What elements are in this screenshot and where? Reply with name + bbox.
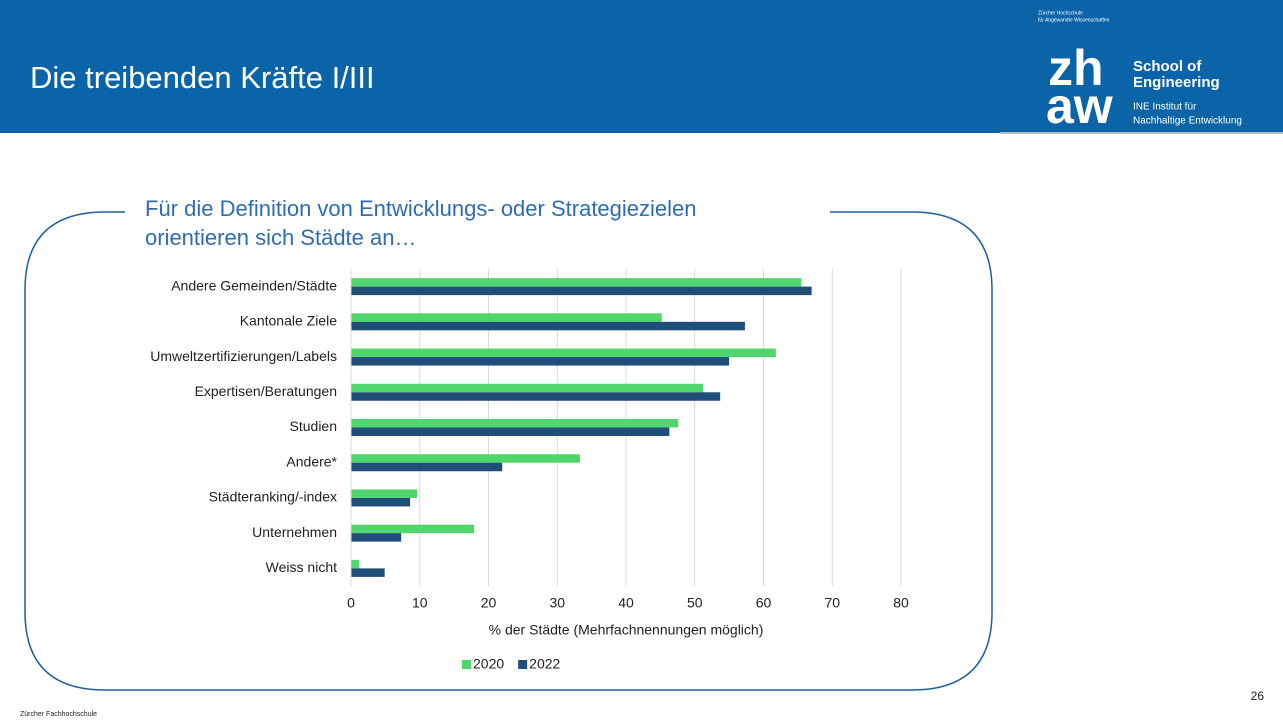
y-tick-label: Kantonale Ziele <box>240 313 338 329</box>
x-tick-label: 10 <box>412 595 428 611</box>
legend-swatch <box>462 660 471 669</box>
bar <box>351 489 417 498</box>
slide-title: Die treibenden Kräfte I/III <box>30 60 375 95</box>
x-tick-label: 60 <box>756 595 772 611</box>
logo: zh <box>1048 40 1104 96</box>
chart-title: Für die Definition von Entwicklungs- ode… <box>145 196 697 221</box>
footer-text: Zürcher Fachhochschule <box>20 711 97 718</box>
y-tick-label: Studien <box>290 418 337 434</box>
bar <box>351 497 411 507</box>
bar <box>351 533 402 542</box>
header-band <box>0 0 1283 133</box>
x-axis-label: % der Städte (Mehrfachnennungen möglich) <box>489 622 764 638</box>
bar <box>351 524 475 534</box>
legend-swatch <box>518 660 528 669</box>
x-tick-label: 70 <box>824 595 840 611</box>
y-tick-label: Unternehmen <box>252 524 337 540</box>
bar <box>351 559 360 569</box>
institution: für Angewandte Wissenschaften <box>1038 17 1110 23</box>
bar <box>351 427 670 436</box>
bar <box>351 419 679 428</box>
school: School of <box>1133 58 1202 75</box>
logo: aw <box>1046 78 1113 134</box>
bar <box>351 462 503 472</box>
x-tick-label: 20 <box>481 595 497 611</box>
bar <box>351 568 385 577</box>
institute: INE Institut für <box>1133 102 1197 113</box>
bar <box>351 392 721 401</box>
x-tick-label: 0 <box>347 595 355 611</box>
bar <box>351 286 812 296</box>
institution: Zürcher Hochschule <box>1038 10 1083 16</box>
x-tick-label: 30 <box>549 595 565 611</box>
y-tick-label: Andere* <box>286 453 337 469</box>
bar <box>351 383 703 393</box>
page-number: 26 <box>1251 689 1265 703</box>
school: Engineering <box>1133 74 1220 91</box>
y-tick-label: Umweltzertifizierungen/Labels <box>150 348 337 364</box>
bar <box>351 454 580 463</box>
chart-title: orientieren sich Städte an… <box>145 225 417 250</box>
frame <box>24 211 993 691</box>
legend-label: 2020 <box>473 656 504 672</box>
y-tick-label: Andere Gemeinden/Städte <box>171 277 337 293</box>
y-tick-label: Weiss nicht <box>266 559 337 575</box>
legend-label: 2022 <box>529 656 560 672</box>
y-tick-label: Städteranking/-index <box>209 489 337 505</box>
bar <box>351 357 730 366</box>
y-tick-label: Expertisen/Beratungen <box>195 383 337 399</box>
bar <box>351 313 662 322</box>
institute: Nachhaltige Entwicklung <box>1133 116 1242 127</box>
bar <box>351 348 776 358</box>
bar <box>351 321 745 331</box>
x-tick-label: 80 <box>893 595 909 611</box>
bar <box>351 278 802 287</box>
x-tick-label: 50 <box>687 595 703 611</box>
x-tick-label: 40 <box>618 595 634 611</box>
